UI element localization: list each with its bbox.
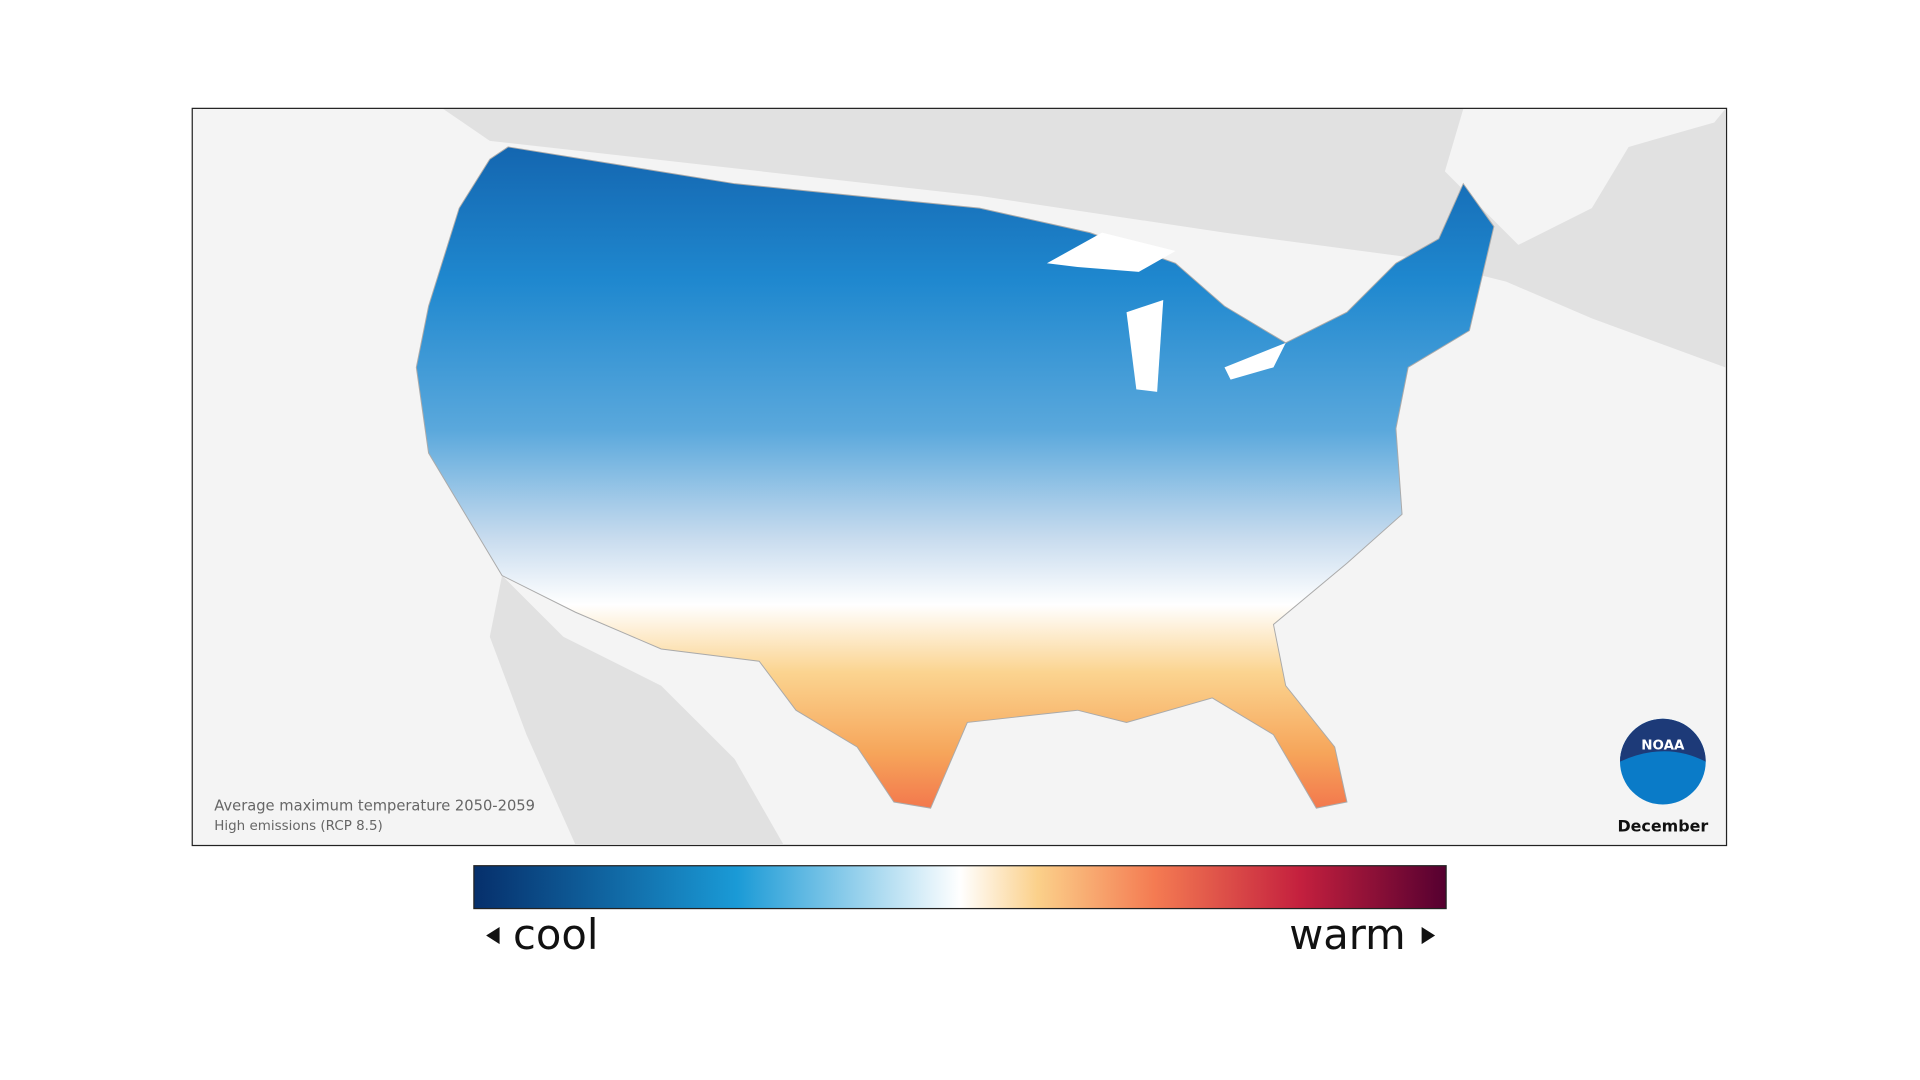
map-caption: Average maximum temperature 2050-2059 (214, 798, 535, 815)
great-lakes (1046, 232, 1286, 392)
us-temperature-map (415, 146, 1495, 809)
surrounding-land (443, 108, 1726, 845)
color-scale-bar (473, 865, 1447, 910)
cool-arrow (486, 926, 500, 945)
month-label: December (1617, 816, 1708, 835)
map-subcaption: High emissions (RCP 8.5) (214, 819, 382, 834)
warm-arrow (1421, 926, 1436, 945)
logo-text: NOAA (1641, 738, 1685, 753)
legend-low-label: cool (513, 910, 598, 959)
noaa-logo: NOAA (1620, 718, 1706, 805)
legend-high-label: warm (1289, 910, 1405, 959)
